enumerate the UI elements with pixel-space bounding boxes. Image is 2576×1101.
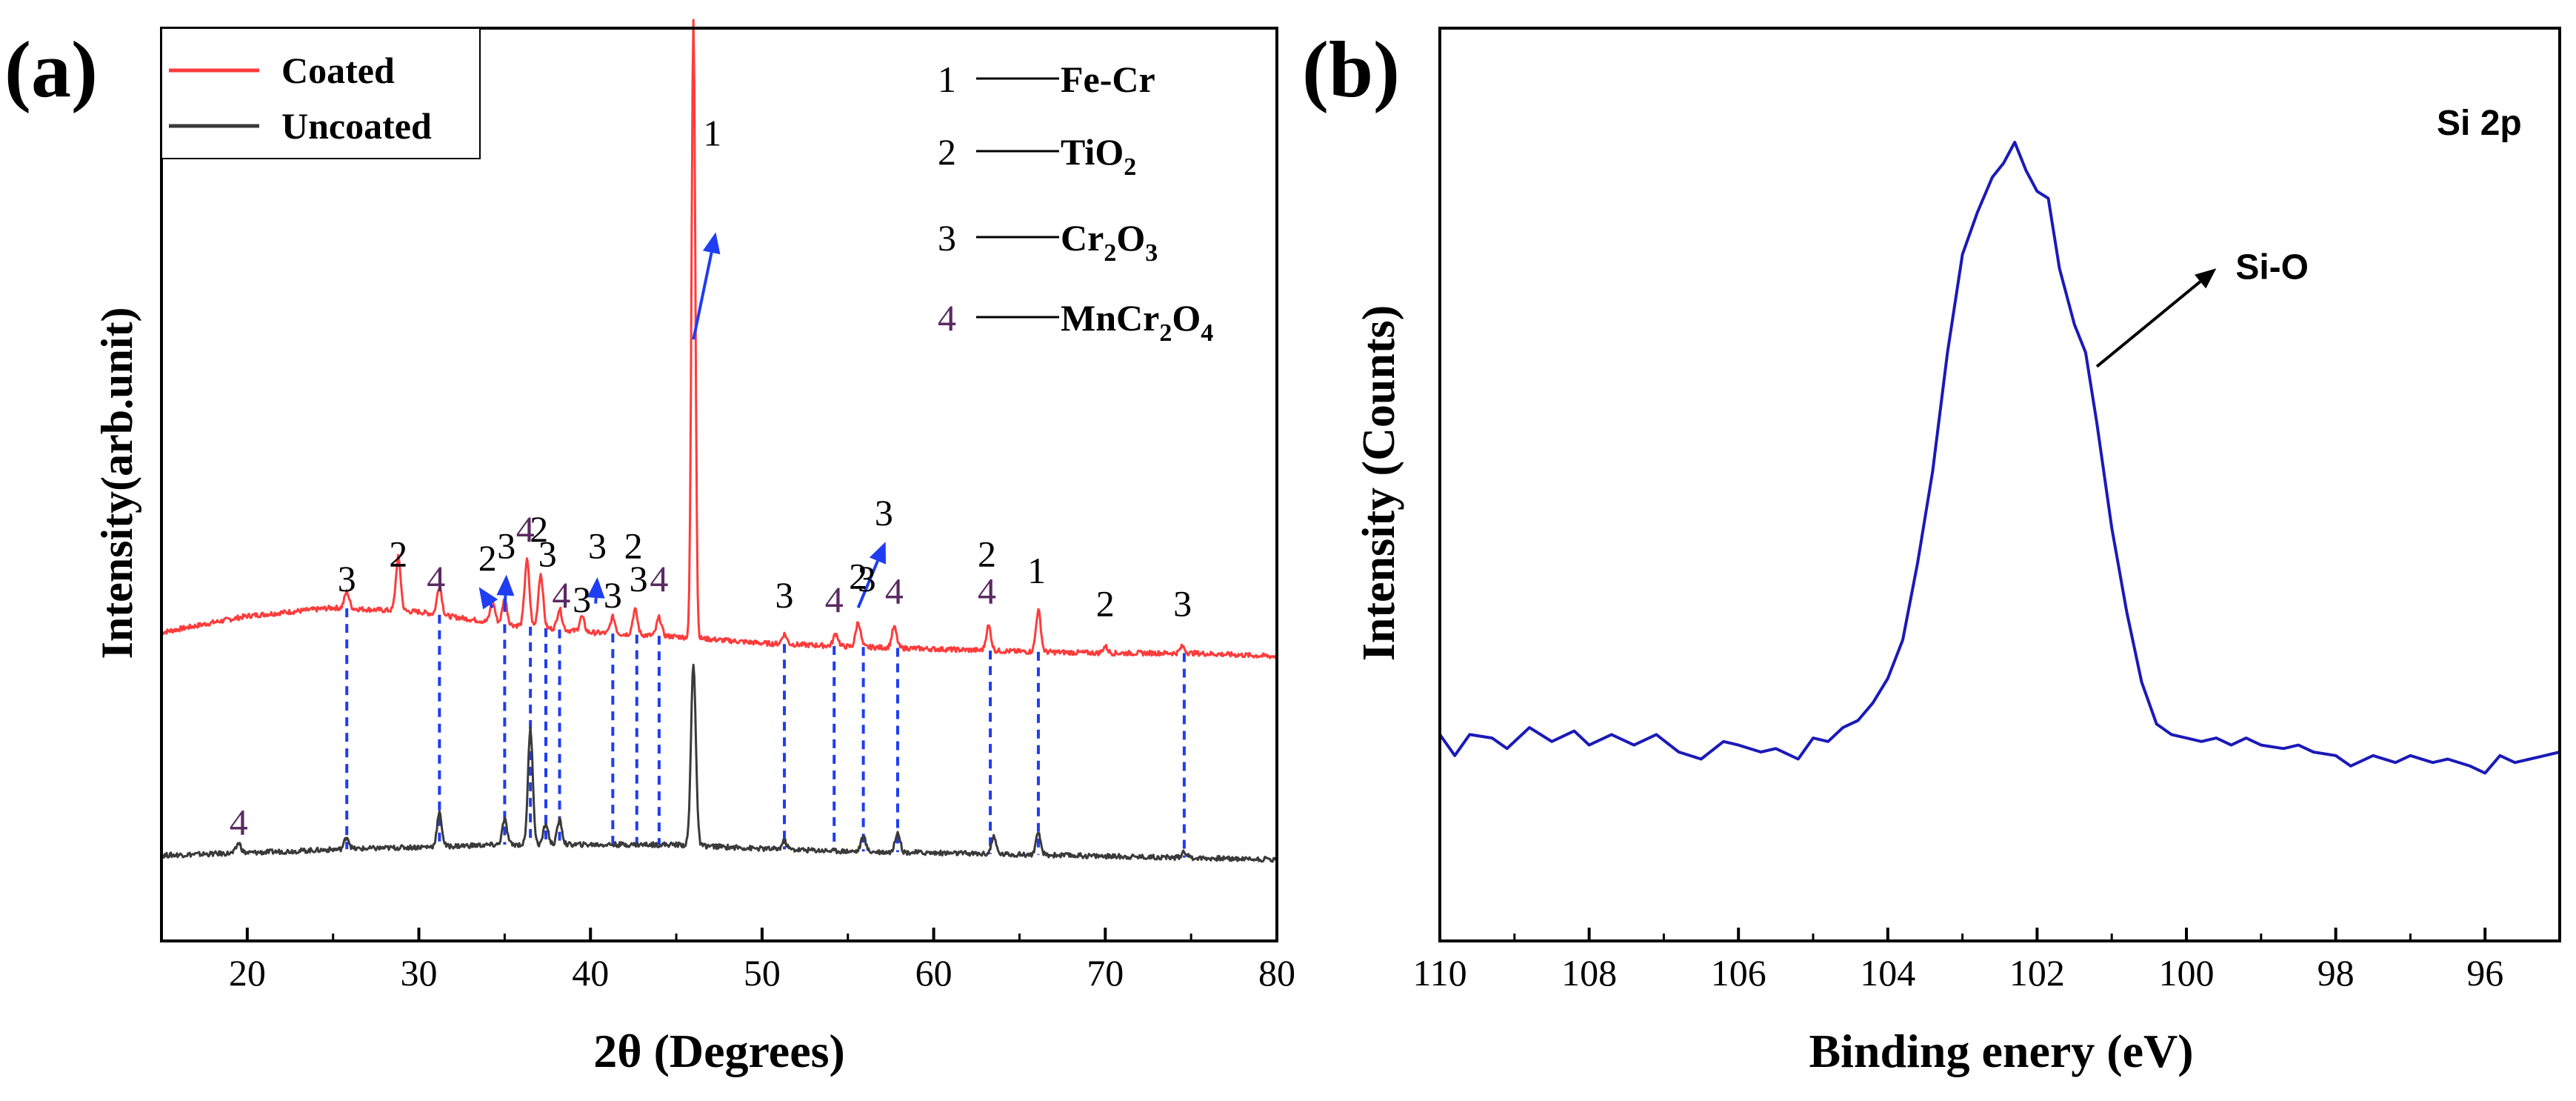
x-tick-label-a-20: 20 (229, 952, 266, 994)
peak-arrow-1 (489, 603, 494, 609)
x-axis-label-b: Binding enery (eV) (1809, 1025, 2193, 1077)
legend-label-uncoated: Uncoated (281, 105, 432, 147)
peak-label-17: 4 (825, 579, 844, 620)
peak-label-15: 1 (703, 112, 721, 153)
x-tick-label-a-70: 70 (1087, 952, 1124, 994)
peak-label-21: 3 (875, 492, 893, 533)
peak-label-23: 4 (978, 571, 996, 612)
panel-a-label: (a) (4, 26, 98, 114)
panel-b: (b) 110 108 106 104 102 100 98 96 Si 2p Binding… (1302, 26, 2561, 1077)
peak-label-24: 1 (1027, 550, 1046, 591)
xps-series (1438, 141, 2560, 775)
y-axis-label-a: Intensity(arb.unit) (93, 307, 141, 659)
peak-label-9: 3 (573, 579, 591, 620)
x-tick-label-b-98: 98 (2318, 952, 2355, 994)
x-tick-label-a-40: 40 (572, 952, 609, 994)
x-tick-label-b-102: 102 (2009, 952, 2065, 994)
si-o-arrow (2095, 280, 2201, 368)
peak-arrow-2-head (496, 574, 515, 596)
phase-key-name-4: MnCr2O4 (1061, 297, 1213, 347)
peak-label-16: 3 (775, 574, 794, 616)
peak-arrow-1-head (478, 587, 498, 610)
si-o-label: Si-O (2235, 247, 2309, 287)
phase-key-num-1: 1 (938, 59, 956, 100)
series-uncoated (160, 663, 1278, 863)
x-axis-ticks-b: 110 108 106 104 102 100 98 96 (1412, 928, 2561, 994)
plot-frame-b (1438, 27, 2561, 942)
x-tick-label-a-60: 60 (915, 952, 952, 994)
x-tick-label-a-30: 30 (401, 952, 438, 994)
series-coated (161, 19, 1278, 659)
x-tick-label-b-96: 96 (2466, 952, 2503, 994)
si-o-arrow-head (2195, 268, 2217, 289)
x-tick-label-b-100: 100 (2159, 952, 2215, 994)
phase-key-num-3: 3 (938, 217, 956, 259)
peak-label-4: 3 (497, 525, 515, 566)
peak-arrow-3 (594, 597, 598, 604)
phase-key-num-4: 4 (938, 297, 956, 339)
x-tick-label-b-106: 106 (1711, 952, 1766, 994)
peak-arrow-4-head (869, 542, 887, 565)
peak-arrows (478, 232, 887, 612)
peak-label-13: 3 (630, 558, 648, 599)
peak-label-5: 4 (516, 508, 535, 550)
reference-lines (345, 608, 1186, 858)
peak-arrow-4 (856, 560, 879, 608)
x-tick-label-a-50: 50 (744, 952, 781, 994)
panel-b-label: (b) (1302, 26, 1400, 114)
legend-label-coated: Coated (281, 50, 395, 91)
peak-label-27: 4 (230, 802, 248, 843)
plot-frame-a (160, 27, 1278, 942)
peak-label-12: 2 (624, 525, 643, 566)
peak-label-19: 3 (858, 558, 876, 599)
peak-label-8: 4 (552, 574, 570, 616)
x-tick-label-b-110: 110 (1412, 952, 1466, 994)
peak-label-22: 2 (978, 533, 996, 575)
x-axis-ticks-a: 20 30 40 50 60 70 80 (160, 928, 1295, 994)
peak-label-25: 2 (1096, 582, 1115, 624)
peak-arrow-3-head (587, 577, 605, 599)
peak-label-10: 3 (588, 525, 607, 566)
xrd-series (160, 19, 1278, 863)
phase-key-name-1: Fe-Cr (1061, 59, 1155, 100)
peak-arrow-0 (692, 252, 713, 340)
phase-key-name-2: TiO2 (1061, 131, 1136, 181)
peak-label-26: 3 (1173, 582, 1192, 624)
peak-label-7: 3 (538, 533, 557, 575)
peak-arrow-2 (503, 595, 507, 612)
peak-label-2: 4 (427, 558, 445, 599)
legend-box (161, 27, 481, 159)
peak-label-14: 4 (650, 558, 668, 599)
phase-key-name-3: Cr2O3 (1061, 217, 1158, 267)
peak-label-1: 2 (389, 533, 407, 575)
peak-label-6: 2 (530, 508, 548, 550)
peak-label-3: 2 (478, 537, 497, 579)
peak-arrow-0-head (702, 232, 721, 255)
peak-label-0: 3 (338, 558, 356, 599)
phase-key: 1 Fe-Cr 2 TiO2 3 Cr2O3 4 MnCr2O4 (938, 59, 1213, 347)
peak-label-11: 3 (604, 574, 622, 616)
x-tick-label-a-80: 80 (1258, 952, 1295, 994)
si-o-annotation: Si-O (2095, 247, 2309, 368)
chart-title-b: Si 2p (2437, 104, 2522, 143)
peak-label-20: 4 (885, 571, 904, 612)
x-tick-label-b-104: 104 (1860, 952, 1915, 994)
series-si-2p (1438, 141, 2560, 775)
phase-key-num-2: 2 (938, 131, 956, 173)
x-tick-label-b-108: 108 (1561, 952, 1617, 994)
y-axis-label-b: Intensity (Counts) (1354, 305, 1404, 662)
peak-label-18: 2 (849, 556, 867, 597)
legend-a: Coated Uncoated (161, 27, 481, 159)
x-axis-label-a: 2θ (Degrees) (593, 1025, 845, 1077)
